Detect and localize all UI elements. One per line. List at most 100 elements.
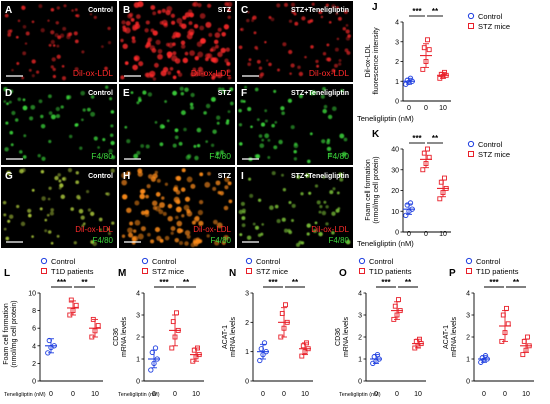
data-group: [45, 337, 57, 356]
cell-dot: [3, 100, 7, 103]
cell-dot: [224, 176, 230, 183]
cell-dot: [50, 7, 55, 12]
cell-dot: [261, 138, 265, 142]
data-point: [151, 360, 157, 367]
cell-dot: [159, 238, 164, 243]
cell-dot: [15, 35, 19, 39]
data-point: [261, 340, 268, 346]
legend-label: Control: [478, 12, 503, 21]
cell-dot: [6, 170, 11, 176]
cell-dot: [322, 175, 326, 179]
cell-dot: [217, 87, 222, 92]
cell-dot: [135, 21, 139, 26]
panel-letter: E: [123, 88, 130, 99]
significance-bracket: ***: [51, 278, 72, 288]
legend-marker-control: [467, 140, 475, 148]
cell-dots: [238, 2, 351, 79]
cell-dot: [254, 87, 259, 92]
cell-dot: [250, 125, 253, 129]
cell-dot: [257, 198, 262, 202]
y-tick-label: 30: [391, 167, 399, 174]
cell-dot: [290, 125, 295, 130]
cell-dot: [47, 197, 51, 201]
cell-dot: [291, 219, 294, 222]
cell-dot: [174, 135, 179, 140]
cell-dot: [57, 173, 61, 177]
data-point: [257, 357, 263, 364]
data-point: [172, 334, 178, 340]
cell-dot: [137, 233, 144, 240]
cell-dot: [46, 213, 50, 217]
cell-dot: [256, 59, 261, 64]
cell-dot: [154, 170, 158, 175]
cell-dot: [223, 205, 229, 211]
data-point: [525, 334, 530, 340]
cell-dot: [199, 25, 205, 31]
cell-dot: [190, 71, 196, 77]
cell-dot: [155, 192, 161, 197]
cell-dot: [89, 13, 93, 16]
legend-label: Control: [256, 257, 281, 266]
cell-dot: [193, 1, 199, 7]
cell-dot: [328, 20, 332, 24]
cell-dot: [39, 207, 43, 211]
cell-dot: [57, 35, 62, 40]
data-point: [70, 308, 76, 314]
x-tick-label: 0: [503, 391, 507, 398]
cell-dot: [138, 61, 144, 67]
data-group: [420, 146, 432, 173]
cell-dot: [258, 66, 263, 70]
cell-dot: [244, 85, 248, 89]
cell-dot: [67, 167, 73, 173]
cell-dot: [229, 87, 234, 92]
cell-dot: [106, 227, 110, 231]
cell-dot: [300, 192, 304, 196]
cell-dot: [259, 143, 265, 149]
cell-dot: [281, 217, 286, 222]
legend-label: STZ mice: [478, 150, 510, 159]
cell-dot: [19, 150, 23, 154]
cell-dot: [152, 30, 158, 36]
data-point: [190, 358, 196, 364]
cell-dot: [172, 31, 179, 38]
cell-dot: [260, 232, 264, 236]
cell-dot: [47, 94, 52, 99]
cell-dot: [293, 142, 298, 146]
cell-dot: [3, 213, 7, 217]
cell-dot: [172, 143, 177, 148]
cell-dot: [314, 184, 319, 188]
cell-dot: [188, 12, 193, 17]
data-group: [437, 69, 449, 81]
cell-dot: [125, 20, 131, 26]
data-group: [67, 297, 79, 318]
stain-label-2: F4/80: [93, 236, 114, 245]
data-point: [442, 175, 447, 181]
cell-dot: [56, 44, 60, 48]
x-tick-label: 0: [407, 231, 411, 238]
cell-dot: [150, 176, 156, 182]
cell-dot: [75, 14, 78, 17]
cell-dot: [271, 171, 276, 176]
cell-dot: [98, 217, 103, 222]
cell-dot: [197, 2, 202, 8]
cell-dot: [216, 222, 223, 229]
data-point: [425, 146, 430, 152]
cell-dot: [341, 151, 347, 157]
significance-label: **: [81, 278, 88, 287]
y-tick-label: 2: [395, 59, 399, 66]
cell-dot: [74, 67, 79, 72]
cell-dot: [241, 223, 246, 228]
cell-dot: [199, 71, 206, 77]
legend-marker-control: [245, 257, 253, 265]
cell-dot: [184, 87, 189, 92]
data-point: [425, 37, 430, 43]
stain-label: Dil-ox-LDL: [193, 225, 231, 234]
stain-label: Dil-ox-LDL: [309, 68, 349, 78]
data-point: [260, 351, 266, 358]
cell-dot: [193, 144, 197, 148]
cell-dot: [134, 200, 140, 206]
data-point: [279, 311, 285, 316]
cell-dot: [75, 171, 79, 175]
data-point: [92, 328, 98, 334]
